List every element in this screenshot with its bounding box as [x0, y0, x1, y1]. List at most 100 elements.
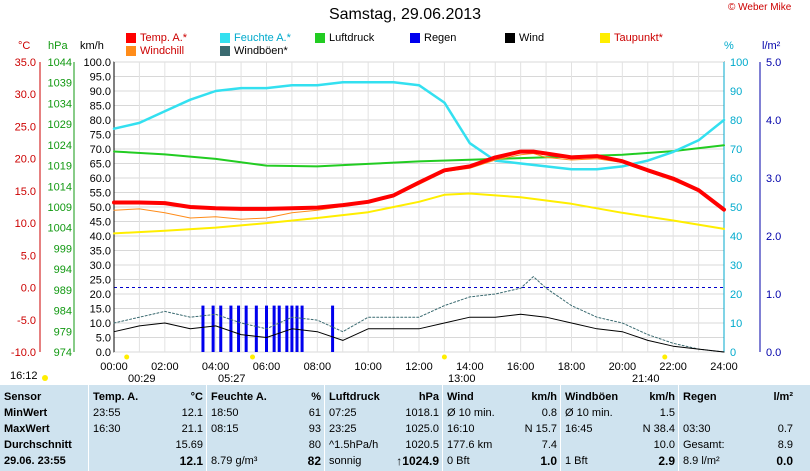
rain-bar: [331, 305, 335, 352]
marker-time-1: 00:29: [128, 373, 156, 385]
series-feuchte-a: [112, 81, 726, 171]
wind-tick-label: 90.0: [90, 86, 111, 98]
rain-bar: [244, 305, 248, 352]
rain-total-label: Gesamt:: [683, 439, 725, 451]
temp-current-value: 12.1: [179, 454, 203, 468]
humidity-tick-label: 40: [730, 231, 742, 243]
rain-bar: [272, 305, 276, 352]
marker-time-4: 21:40: [632, 373, 660, 385]
wind-avg-label: Ø 10 min.: [447, 407, 495, 419]
pressure-tick-label: 1019: [48, 161, 72, 173]
sun-marker: [250, 354, 256, 360]
humidity-tick-label: 100: [730, 57, 748, 69]
humidity-abs: 8.79 g/m³: [211, 455, 258, 467]
wind-tick-label: 15.0: [90, 304, 111, 316]
page-title: Samstag, 29.06.2013: [328, 6, 482, 23]
series-temp-a: [112, 149, 726, 212]
humidity-avg-value: 80: [308, 439, 321, 451]
pressure-max-value: 1025.0: [405, 423, 439, 435]
wind-tick-label: 10.0: [90, 318, 111, 330]
wind-max-time: 16:10: [447, 423, 475, 435]
x-tick-label: 06:00: [253, 361, 281, 373]
pressure-tick-label: 984: [54, 306, 72, 318]
temp-tick-label: 20.0: [15, 154, 36, 166]
rain-unit: l/m²: [762, 40, 781, 52]
pressure-tick-label: 999: [54, 243, 72, 255]
humidity-max-value: 93: [308, 423, 321, 435]
marker-time-2: 05:27: [218, 373, 246, 385]
stats-unit-temp: °C: [190, 391, 203, 403]
pressure-tick-label: 989: [54, 285, 72, 297]
stats-col-sensor: Sensor MinWert MaxWert Durchschnitt 29.0…: [0, 385, 88, 471]
temp-tick-label: 5.0: [21, 250, 36, 262]
wind-tick-label: 70.0: [90, 144, 111, 156]
temp-tick-label: 10.0: [15, 218, 36, 230]
temp-max-time: 16:30: [93, 423, 121, 435]
temp-max-value: 21.1: [181, 423, 203, 435]
sun-marker: [42, 375, 48, 381]
pressure-tick-label: 1024: [48, 140, 72, 152]
wind-tick-label: 35.0: [90, 246, 111, 258]
stats-header-rain: Regen: [683, 391, 717, 403]
legend-rain: Regen: [410, 32, 456, 44]
stats-col-pressure: Luftdruck hPa 07:25 1018.1 23:25 1025.0 ^1.…: [324, 385, 443, 471]
temp-unit: °C: [18, 40, 31, 52]
weather-chart: 35.0 30.0 25.0 20.0 15.0 10.0 5.0 0.0 -5.0 -10.0 1…: [11, 57, 781, 381]
stats-label-max: MaxWert: [4, 423, 50, 435]
pressure-tick-label: 1029: [48, 119, 72, 131]
temp-min-time: 23:55: [93, 407, 121, 419]
x-tick-label: 10:00: [354, 361, 382, 373]
rain-bar: [229, 305, 233, 352]
legend-temp: Temp. A.*: [126, 32, 187, 44]
legend-windchill: Windchill: [126, 45, 184, 57]
wind-tick-label: 30.0: [90, 260, 111, 272]
rain-bar: [300, 305, 304, 352]
humidity-tick-label: 20: [730, 289, 742, 301]
wind-max-value: N 15.7: [524, 423, 557, 435]
x-tick-label: 20:00: [609, 361, 637, 373]
legend-pressure: Luftdruck: [315, 32, 374, 44]
legend-gusts: Windböen*: [220, 45, 288, 57]
humidity-tick-label: 70: [730, 144, 742, 156]
wind-unit: km/h: [80, 40, 104, 52]
rain-bar: [285, 305, 289, 352]
stats-header-sensor: Sensor: [4, 391, 42, 403]
rain-tick-label: 4.0: [766, 115, 781, 127]
humidity-max-time: 08:15: [211, 423, 239, 435]
gusts-avg-value: 10.0: [653, 439, 675, 451]
gusts-current-value: 2.9: [658, 454, 675, 468]
wind-tick-label: 65.0: [90, 159, 111, 171]
rain-current-value: 0.0: [776, 454, 793, 468]
humidity-tick-label: 0: [730, 347, 736, 359]
pressure-tick-label: 1034: [48, 98, 72, 110]
wind-current-value: 1.0: [540, 454, 557, 468]
wind-tick-label: 60.0: [90, 173, 111, 185]
stats-table: Sensor MinWert MaxWert Durchschnitt 29.0…: [0, 385, 810, 471]
wind-tick-label: 95.0: [90, 72, 111, 84]
x-tick-label: 22:00: [659, 361, 687, 373]
wind-avg-value: 7.4: [541, 439, 557, 451]
rain-bar: [254, 305, 258, 352]
rain-tick-label: 1.0: [766, 289, 781, 301]
x-tick-label: 14:00: [456, 361, 484, 373]
wind-tick-label: 75.0: [90, 130, 111, 142]
stats-header-gusts: Windböen: [565, 391, 619, 403]
marker-time-0: 16:12: [10, 370, 38, 382]
legend-dewpoint: Taupunkt*: [600, 32, 663, 44]
series-wind: [113, 313, 725, 353]
humidity-tick-label: 80: [730, 115, 742, 127]
wind-tick-label: 55.0: [90, 188, 111, 200]
pressure-current-value: ↑1024.9: [396, 454, 439, 468]
legend-wind: Wind: [505, 32, 544, 44]
rain-tick-label: 3.0: [766, 173, 781, 185]
series-windb-en: [113, 276, 725, 353]
wind-tick-label: 20.0: [90, 289, 111, 301]
wind-tick-label: 85.0: [90, 101, 111, 113]
stats-unit-wind: km/h: [531, 391, 557, 403]
wind-tick-label: 80.0: [90, 115, 111, 127]
pressure-forecast: sonnig: [329, 455, 362, 467]
x-tick-label: 16:00: [507, 361, 535, 373]
rain-bar: [277, 305, 281, 352]
x-tick-label: 24:00: [710, 361, 738, 373]
sun-marker: [441, 354, 447, 360]
